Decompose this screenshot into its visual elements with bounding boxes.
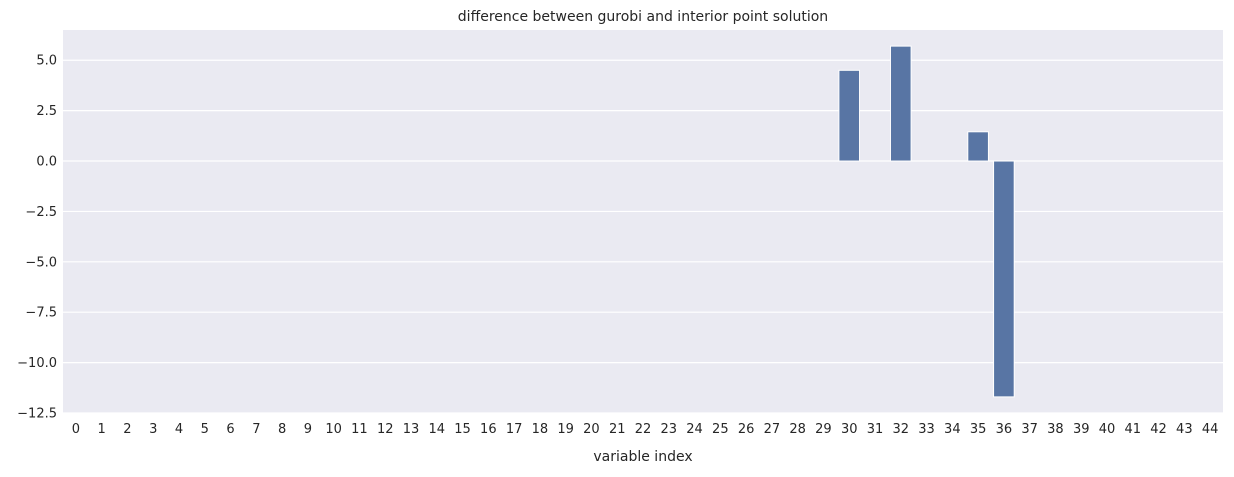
x-axis-label: variable index — [593, 449, 692, 465]
x-tick-label: 29 — [815, 422, 832, 437]
bar-35 — [967, 131, 989, 162]
bars — [838, 45, 1015, 398]
y-tick-labels: 5.0 2.5 0.0 −2.5 −5.0 −7.5 −10.0 −12.5 — [17, 54, 57, 422]
x-tick-label: 15 — [454, 422, 471, 437]
y-tick-label: −10.0 — [17, 356, 57, 371]
x-tick-label: 38 — [1047, 422, 1064, 437]
x-tick-label: 6 — [226, 422, 234, 437]
x-tick-label: 37 — [1021, 422, 1038, 437]
x-tick-label: 25 — [712, 422, 729, 437]
x-tick-label: 23 — [661, 422, 678, 437]
x-tick-label: 34 — [944, 422, 961, 437]
y-tick-label: −12.5 — [17, 407, 57, 422]
y-tick-label: −2.5 — [25, 205, 57, 220]
x-tick-label: 17 — [506, 422, 523, 437]
x-tick-label: 27 — [764, 422, 781, 437]
x-tick-label: 10 — [325, 422, 342, 437]
x-tick-label: 21 — [609, 422, 626, 437]
x-tick-label: 42 — [1150, 422, 1167, 437]
x-tick-label: 3 — [149, 422, 157, 437]
x-tick-label: 7 — [252, 422, 260, 437]
x-tick-label: 8 — [278, 422, 286, 437]
x-tick-label: 5 — [201, 422, 209, 437]
x-tick-label: 41 — [1125, 422, 1142, 437]
grid-lines — [63, 59, 1223, 414]
y-tick-label: 5.0 — [36, 54, 57, 69]
plot-background — [63, 30, 1223, 413]
x-tick-label: 9 — [304, 422, 312, 437]
y-tick-label: −5.0 — [25, 255, 57, 270]
x-tick-label: 31 — [867, 422, 884, 437]
x-tick-label: 26 — [738, 422, 755, 437]
x-tick-label: 43 — [1176, 422, 1193, 437]
x-tick-label: 28 — [789, 422, 806, 437]
x-tick-label: 11 — [351, 422, 368, 437]
y-tick-label: 0.0 — [36, 155, 57, 170]
x-tick-label: 18 — [532, 422, 549, 437]
x-tick-label: 32 — [893, 422, 910, 437]
x-tick-labels: 0 1 2 3 4 5 6 7 8 9 10 11 12 13 14 15 16 17 18 19 20 21 22 23 24… — [72, 422, 1219, 437]
y-tick-label: −7.5 — [25, 306, 57, 321]
x-tick-label: 13 — [403, 422, 420, 437]
x-tick-label: 30 — [841, 422, 858, 437]
x-tick-label: 39 — [1073, 422, 1090, 437]
x-tick-label: 20 — [583, 422, 600, 437]
x-tick-label: 44 — [1202, 422, 1219, 437]
x-tick-label: 24 — [686, 422, 703, 437]
x-tick-label: 0 — [72, 422, 80, 437]
bar-32 — [889, 45, 912, 162]
x-tick-label: 19 — [557, 422, 574, 437]
y-tick-label: 2.5 — [36, 104, 57, 119]
bar-36 — [993, 160, 1015, 398]
x-tick-label: 4 — [175, 422, 183, 437]
x-tick-label: 35 — [970, 422, 987, 437]
x-tick-label: 1 — [98, 422, 106, 437]
bar-30 — [838, 69, 861, 162]
x-tick-label: 16 — [480, 422, 497, 437]
x-tick-label: 2 — [123, 422, 131, 437]
x-tick-label: 33 — [918, 422, 935, 437]
x-tick-label: 40 — [1099, 422, 1116, 437]
x-tick-label: 22 — [635, 422, 652, 437]
x-tick-label: 14 — [429, 422, 446, 437]
x-tick-label: 36 — [996, 422, 1013, 437]
chart-title: difference between gurobi and interior p… — [458, 9, 828, 25]
x-tick-label: 12 — [377, 422, 394, 437]
